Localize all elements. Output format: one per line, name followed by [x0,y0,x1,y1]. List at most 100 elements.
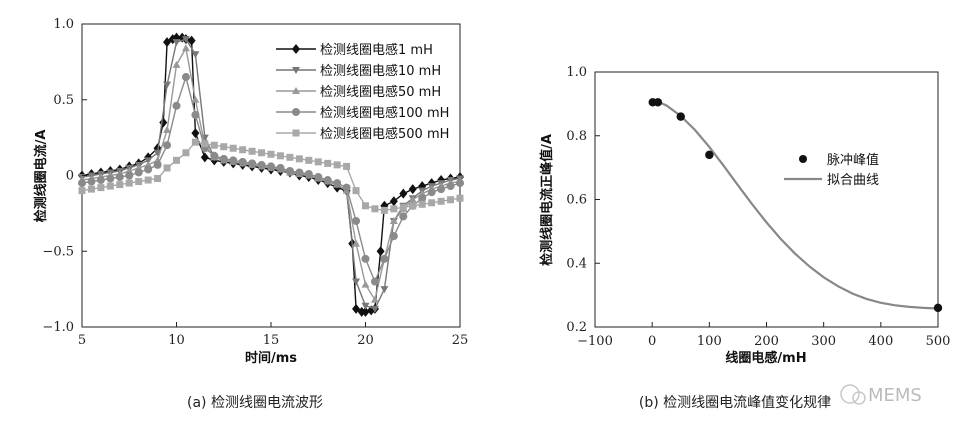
chart-b-series-group [648,98,943,313]
chart-a-point-s4-12 [191,138,199,146]
chart-b-xlabel: 线圈电感/mH [725,350,806,366]
chart-a-point-s2-35 [408,195,417,203]
chart-a-point-s3-22 [285,166,294,175]
chart-a-legend-marker-0 [292,44,300,54]
chart-a-point-s0-9 [159,117,168,128]
chart-a-point-s3-30 [361,254,370,263]
chart-a-point-s3-2 [96,176,105,185]
chart-a-point-s3-6 [134,168,143,177]
chart-a-point-s4-10 [173,156,180,164]
chart-a-point-s4-16 [229,144,237,152]
chart-a-point-s4-5 [125,179,133,187]
chart-b-peak-point-4 [933,303,943,313]
chart-a-point-s0-17 [200,152,209,163]
chart-a-ytick-label: 0.5 [53,93,74,108]
chart-b-ytick-label: 0.6 [566,193,587,208]
chart-b-peak-point-1 [653,98,663,107]
watermark-logo-icon [840,384,860,404]
chart-a-point-s0-15 [187,35,196,46]
chart-a-point-s3-7 [144,165,153,174]
chart-b-xtick-label: −100 [577,334,613,349]
chart-a-point-s4-30 [362,202,369,210]
chart-b-xtick-label: 300 [811,334,836,349]
chart-a-point-s2-9 [163,126,172,134]
chart-a-point-s1-11 [181,36,190,44]
chart-a-point-s3-38 [437,185,446,194]
chart-a-xtick-label: 10 [168,333,185,348]
chart-a-point-s3-12 [191,110,200,119]
chart-a-point-s4-37 [428,199,436,207]
chart-a-point-s1-7 [144,157,153,165]
chart-a-point-s2-31 [370,295,379,303]
chart-b-peak-point-3 [705,150,714,160]
chart-a-point-s3-4 [115,173,124,182]
chart-a-point-s1-31 [370,305,379,313]
chart-b-xtick-label: 200 [754,334,779,349]
chart-a-point-s4-8 [154,175,162,183]
chart-a-point-s3-1 [87,177,96,186]
chart-a-point-s3-3 [106,174,115,183]
chart-a-point-s4-27 [333,161,341,169]
chart-a-point-s2-10 [172,60,181,68]
chart-b-peak-point-2 [676,112,685,121]
chart-a-point-s4-22 [286,153,294,161]
chart-a-point-s0-39 [376,246,385,257]
chart-b-xtick-label: 400 [868,334,893,349]
chart-a-point-s3-15 [219,154,228,163]
chart-a-point-s4-3 [106,182,114,190]
chart-a-point-s3-37 [427,188,436,197]
chart-a-point-s3-40 [456,179,464,188]
watermark-logo-icon-inner [852,391,866,405]
chart-a-point-s4-39 [447,196,455,204]
chart-a-xtick-label: 5 [78,333,86,348]
chart-a-point-s0-41 [389,196,398,207]
chart-a-point-s4-29 [352,187,360,195]
chart-a-point-s4-32 [380,206,388,214]
chart-a-point-s4-0 [78,187,86,195]
chart-b-ylabel: 检测线圈电流正峰值/A [539,134,555,266]
chart-a-series-group [78,32,464,317]
chart-a-legend-label-3: 检测线圈电感100 mH [320,105,449,121]
chart-a-point-s3-10 [172,101,181,110]
chart-a-legend-label-4: 检测线圈电感500 mH [320,126,449,142]
chart-a-point-s2-33 [389,216,398,224]
chart-a-point-s3-39 [446,182,455,191]
chart-a-point-s4-17 [239,146,247,154]
chart-a-point-s3-25 [314,173,323,182]
chart-a-point-s3-9 [163,141,172,150]
chart-a-point-s3-16 [229,156,238,165]
chart-a-point-s3-20 [267,162,275,171]
chart-a-legend-marker-2 [292,87,300,94]
chart-a-point-s4-31 [371,205,379,213]
chart-a-point-s4-20 [267,150,275,158]
chart-a-point-s0-16 [191,128,200,139]
chart-a-point-s4-26 [324,159,332,167]
chart-a-point-s1-29 [352,278,361,286]
chart-a-point-s0-36 [361,306,370,317]
chart-a-point-s3-24 [304,169,313,178]
chart-b-ytick-label: 0.4 [566,256,587,271]
chart-a-point-s4-38 [437,197,445,205]
chart-a-point-s4-36 [418,200,426,208]
chart-a-y-ticks: −1.0 −0.5 0 0.5 1.0 [42,17,87,335]
chart-a-xtick-label: 25 [452,333,469,348]
chart-a-point-s3-27 [333,179,342,188]
chart-a-point-s3-23 [295,168,304,177]
chart-a-x-ticks: 5 10 15 20 25 [78,322,468,348]
chart-a-point-s3-8 [153,160,162,169]
chart-a-point-s3-19 [257,160,266,169]
chart-a-legend-label-2: 检测线圈电感50 mH [320,84,441,100]
chart-a-point-s2-29 [352,239,361,247]
chart-a-point-s4-21 [276,152,284,160]
chart-a-point-s4-6 [135,178,143,186]
chart-a-point-s4-24 [305,156,313,164]
chart-a-point-s4-33 [390,205,398,213]
chart-a-point-s3-36 [418,194,427,203]
chart-a-point-s0-10 [163,37,172,48]
chart-a-point-s4-18 [248,147,256,155]
chart-a-point-s4-11 [182,149,190,157]
chart-b-legend-label-fit: 拟合曲线 [827,173,879,188]
chart-a-current-waveform: 5 10 15 20 25 −1.0 −0.5 0 0.5 1.0 时间/ms 检测线圈电流/A… [33,17,468,411]
chart-a-point-s1-30 [361,302,370,310]
chart-a-legend-marker-1 [292,67,300,74]
